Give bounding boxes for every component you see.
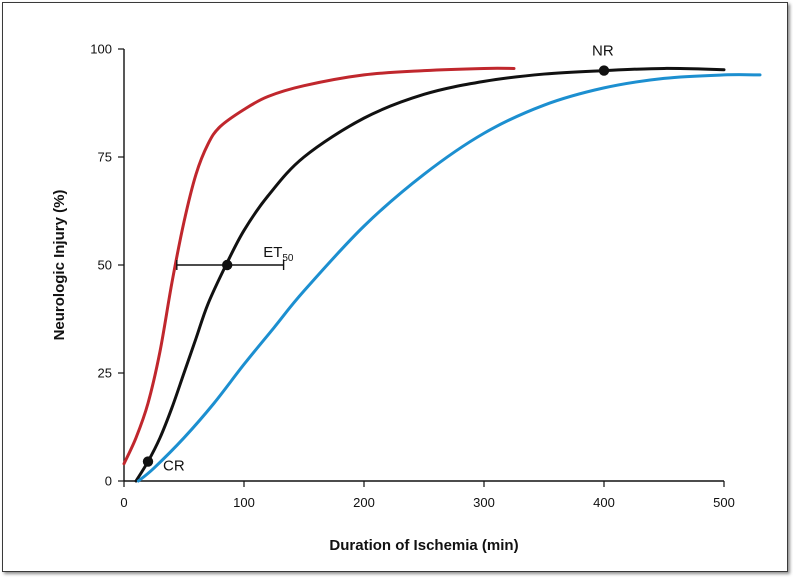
point-label-subscript: 50 — [282, 253, 294, 264]
y-tick-label: 75 — [98, 150, 112, 165]
point-marker — [598, 65, 610, 76]
point-label: ET50 — [263, 244, 294, 264]
point-label: NR — [592, 43, 614, 60]
annotations: CR ET50 NR — [142, 43, 614, 475]
x-tick-label: 300 — [473, 495, 495, 510]
point-label: CR — [163, 458, 185, 475]
point-marker — [222, 259, 233, 271]
figure-frame — [2, 2, 788, 572]
series-line — [122, 66, 516, 466]
y-tick-label: 50 — [98, 258, 112, 273]
point-marker — [142, 456, 154, 467]
y-tick-label: 25 — [98, 366, 112, 381]
y-axis-title: Neurologic Injury (%) — [51, 190, 68, 341]
y-tick-label: 0 — [105, 474, 112, 489]
x-tick-label: 400 — [593, 495, 615, 510]
x-tick-label: 100 — [233, 495, 255, 510]
x-axis-title: Duration of Ischemia (min) — [329, 537, 518, 554]
y-tick-label: 100 — [90, 42, 112, 57]
x-tick-label: 200 — [353, 495, 375, 510]
x-tick-label: 0 — [120, 495, 127, 510]
series-line — [136, 73, 762, 483]
curves — [122, 66, 762, 483]
x-tick-label: 500 — [713, 495, 735, 510]
axes: 0 25 50 75 100 0 100 200 300 400 500 — [90, 42, 735, 511]
series-line — [134, 66, 726, 483]
